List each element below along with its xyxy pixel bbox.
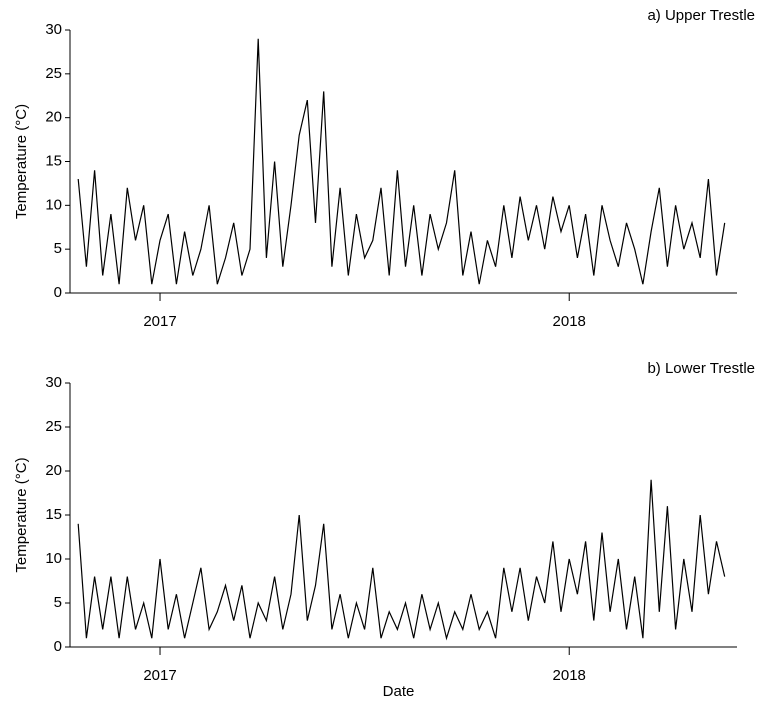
x-tick-label: 2017 bbox=[143, 313, 176, 330]
temperature-line bbox=[77, 38, 726, 285]
panel-title: a) Upper Trestle bbox=[647, 7, 755, 24]
y-tick-label: 25 bbox=[45, 418, 62, 435]
y-axis-label: Temperature (°C) bbox=[13, 104, 30, 219]
y-tick-label: 10 bbox=[45, 196, 62, 213]
y-tick-label: 5 bbox=[54, 240, 62, 257]
y-axis-label: Temperature (°C) bbox=[13, 457, 30, 572]
y-tick-label: 0 bbox=[54, 638, 62, 655]
x-tick-label: 2018 bbox=[553, 313, 586, 330]
y-tick-label: 10 bbox=[45, 550, 62, 567]
x-tick-label: 2017 bbox=[143, 667, 176, 684]
y-tick-label: 15 bbox=[45, 506, 62, 523]
temperature-line bbox=[77, 479, 726, 641]
y-tick-label: 30 bbox=[45, 374, 62, 391]
y-tick-label: 25 bbox=[45, 65, 62, 82]
x-tick-label: 2018 bbox=[553, 667, 586, 684]
y-tick-label: 0 bbox=[54, 284, 62, 301]
panel-title: b) Lower Trestle bbox=[647, 360, 755, 377]
x-axis-label: Date bbox=[383, 683, 415, 700]
y-tick-label: 30 bbox=[45, 21, 62, 38]
y-tick-label: 5 bbox=[54, 594, 62, 611]
y-tick-label: 15 bbox=[45, 152, 62, 169]
y-tick-label: 20 bbox=[45, 462, 62, 479]
y-tick-label: 20 bbox=[45, 109, 62, 126]
